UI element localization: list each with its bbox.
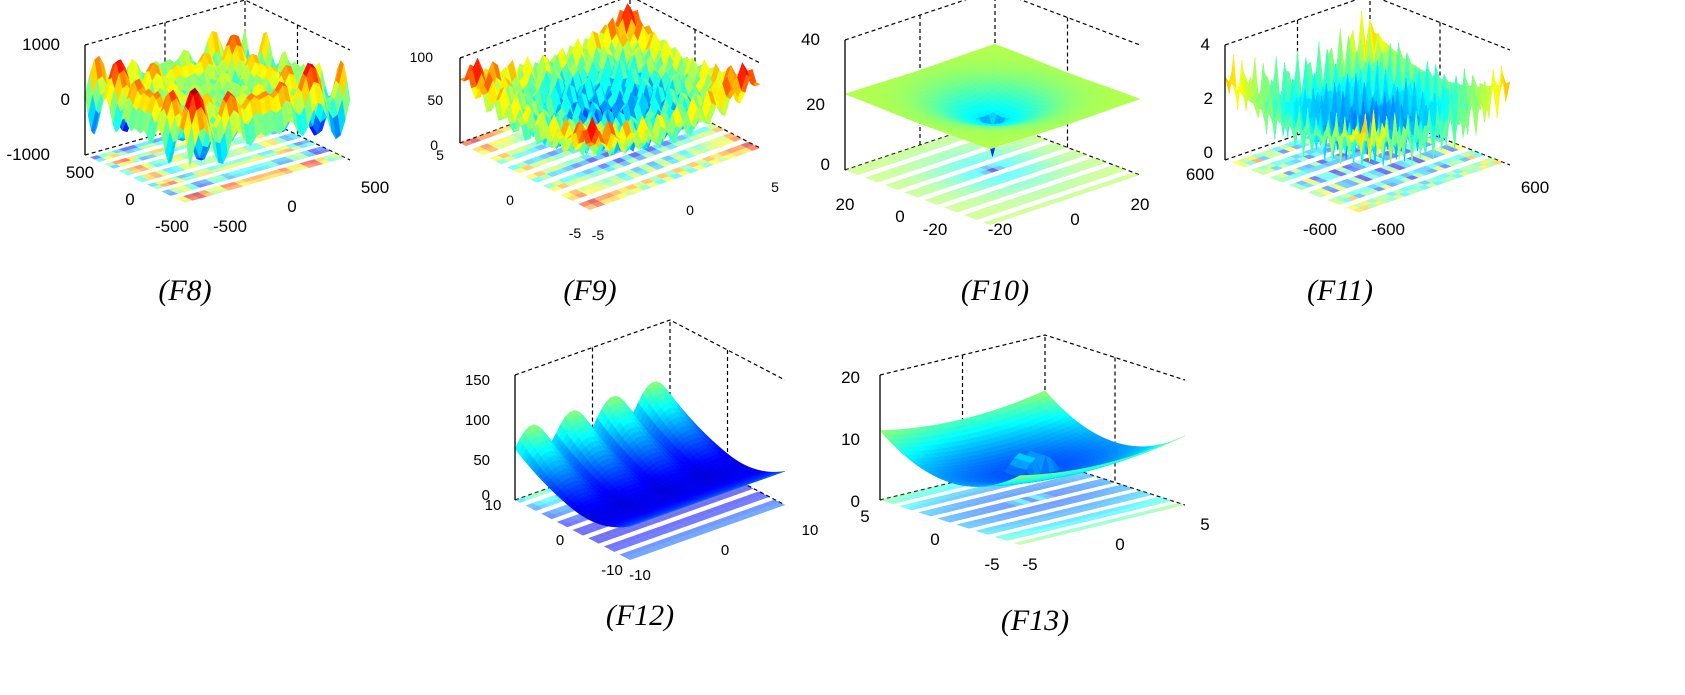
z-tick-label: 1000 <box>22 35 60 54</box>
z-tick-label: 0 <box>61 90 70 109</box>
y-tick-label: 500 <box>361 178 389 197</box>
x-tick-label: 500 <box>66 163 94 182</box>
z-tick-label: 20 <box>806 95 825 114</box>
y-tick-label: -5 <box>592 227 605 243</box>
z-tick-label: 100 <box>410 49 434 65</box>
y-tick-label: -20 <box>988 220 1013 239</box>
y-tick-label: 0 <box>686 202 694 218</box>
z-tick-label: 50 <box>427 92 443 108</box>
x-tick-label: 0 <box>125 190 134 209</box>
x-tick-label: 0 <box>506 192 514 208</box>
z-tick-label: 40 <box>801 30 820 49</box>
z-tick-label: 0 <box>821 155 830 174</box>
surface-plot-3: 40 20 0 20 0 -20 -20 0 20 (F10) <box>801 0 1149 307</box>
x-tick-label: -5 <box>569 225 582 241</box>
back-frame-top <box>845 0 1140 45</box>
panel-caption: (F8) <box>158 274 211 307</box>
x-tick-label: 5 <box>436 147 444 163</box>
surface-plot-1: 1000 0 -1000 500 0 -500 -500 0 500 (F8) <box>7 0 390 307</box>
y-tick-label: -500 <box>213 217 247 236</box>
panel-caption: (F9) <box>563 274 616 307</box>
x-tick-label: -500 <box>155 217 189 236</box>
x-tick-label: 20 <box>836 195 855 214</box>
x-tick-label: 0 <box>895 207 904 226</box>
y-tick-label: 20 <box>1131 195 1150 214</box>
x-tick-label: -20 <box>923 220 948 239</box>
z-tick-label: -1000 <box>7 145 50 164</box>
y-tick-label: 0 <box>1070 210 1079 229</box>
panel-caption: (F10) <box>961 274 1029 307</box>
y-tick-label: 5 <box>771 179 779 195</box>
y-tick-label: 0 <box>287 197 296 216</box>
